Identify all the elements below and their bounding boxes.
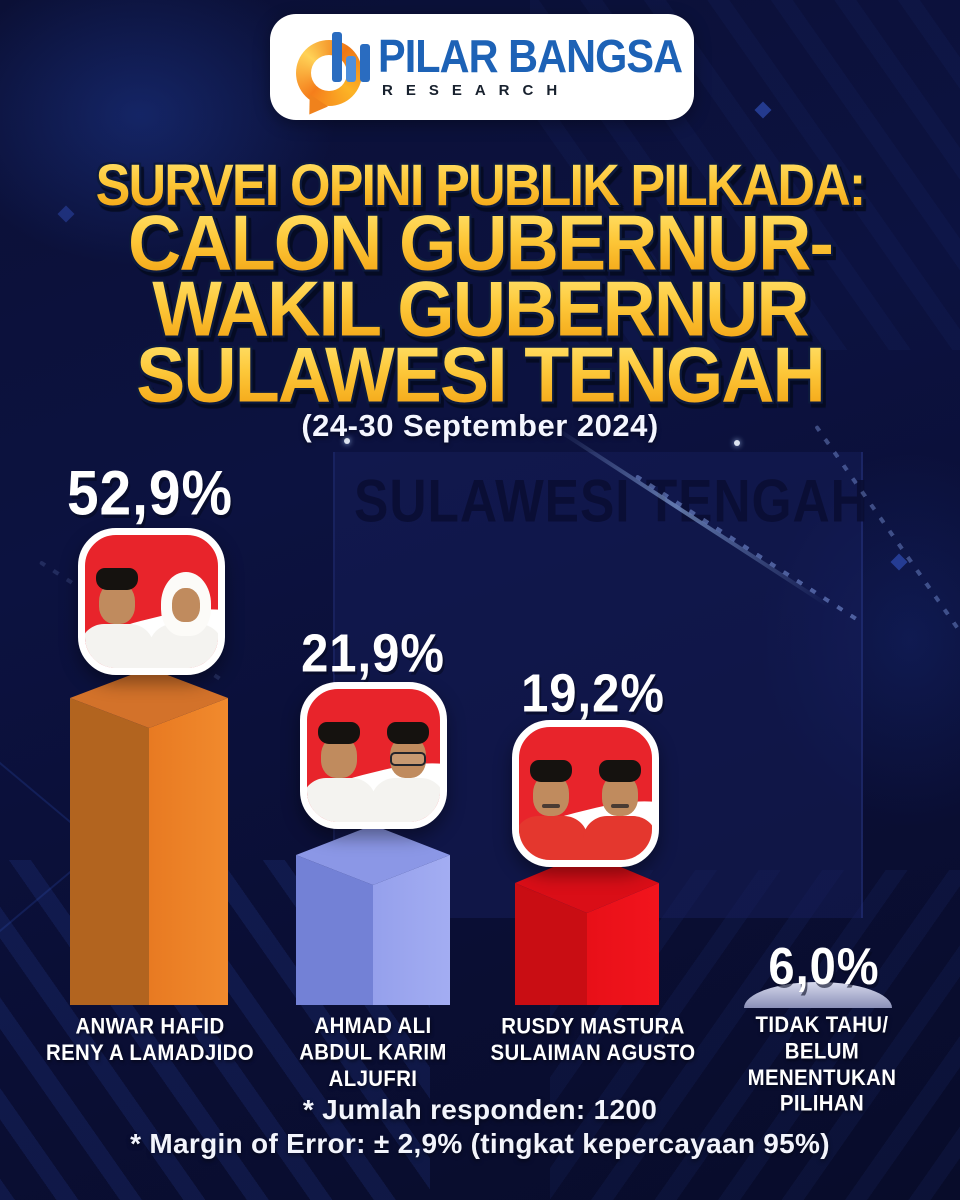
headline-line-1: CALON GUBERNUR- <box>14 199 945 288</box>
logo-brand-text: PILAR BANGSA <box>378 30 683 83</box>
label-undecided: TIDAK TAHU/ BELUM MENENTUKAN PILIHAN <box>710 1013 933 1118</box>
footnote-margin-of-error: * Margin of Error: ± 2,9% (tingkat keper… <box>130 1128 830 1159</box>
candidate-figure-male-red-shirt <box>519 760 588 860</box>
percent-ahmad-ali: 21,9% <box>301 622 445 684</box>
name-line: ANWAR HAFID <box>75 1014 225 1039</box>
label-rusdy-mastura: RUSDY MASTURA SULAIMAN AGUSTO <box>486 1015 699 1068</box>
name-line: ABDUL KARIM ALJUFRI <box>299 1040 447 1091</box>
name-line: SULAIMAN AGUSTO <box>490 1040 696 1066</box>
candidate-figure-male <box>85 568 154 668</box>
bar-rusdy-mastura <box>515 853 659 1005</box>
bar-ahmad-ali <box>296 825 450 1005</box>
percent-anwar-hafid: 52,9% <box>66 458 234 529</box>
candidate-figure-male <box>307 722 376 822</box>
name-line: PILIHAN <box>779 1091 865 1117</box>
candidate-photo-anwar-reny <box>78 528 225 675</box>
footnote-respondents: * Jumlah responden: 1200 <box>302 1094 658 1125</box>
label-anwar-hafid: ANWAR HAFID RENY A LAMADJIDO <box>32 1015 269 1068</box>
bar-face-right <box>373 855 450 1005</box>
background-spark-dot <box>344 438 350 444</box>
bar-anwar-hafid <box>70 668 228 1005</box>
candidate-figure-male-glasses <box>371 722 440 822</box>
name-line: RENY A LAMADJIDO <box>45 1040 255 1066</box>
candidate-figure-male-red-shirt <box>583 760 652 860</box>
candidate-photo-ahmad-abdul <box>300 682 447 829</box>
name-line: AHMAD ALI <box>314 1013 432 1039</box>
headline-line-2: WAKIL GUBERNUR <box>14 265 945 354</box>
candidate-figure-female-hijab <box>149 568 218 668</box>
percent-undecided: 6,0% <box>768 938 880 997</box>
name-line: BELUM MENENTUKAN <box>747 1039 897 1090</box>
label-ahmad-ali: AHMAD ALI ABDUL KARIM ALJUFRI <box>266 1014 479 1093</box>
survey-date: (24-30 September 2024) <box>301 408 659 443</box>
bar-face-left <box>70 698 149 1005</box>
name-line: RUSDY MASTURA <box>501 1014 685 1039</box>
percent-rusdy-mastura: 19,2% <box>521 662 665 724</box>
pilar-bangsa-logo-card: PILAR BANGSA RESEARCH <box>270 14 694 130</box>
bar-chart-icon <box>332 32 370 82</box>
candidate-photo-rusdy-sulaiman <box>512 720 659 867</box>
logo-subtitle-text: RESEARCH <box>382 82 571 99</box>
background-glow-right <box>700 380 960 900</box>
bar-face-left <box>296 855 373 1005</box>
bar-face-right <box>149 698 228 1005</box>
watermark-text: SULAWESI TENGAH <box>354 466 869 535</box>
name-line: TIDAK TAHU/ <box>755 1013 889 1038</box>
headline-line-3: SULAWESI TENGAH <box>14 331 945 420</box>
background-spark-dot <box>734 440 740 446</box>
headline-kicker: SURVEI OPINI PUBLIK PILKADA: <box>34 151 927 219</box>
